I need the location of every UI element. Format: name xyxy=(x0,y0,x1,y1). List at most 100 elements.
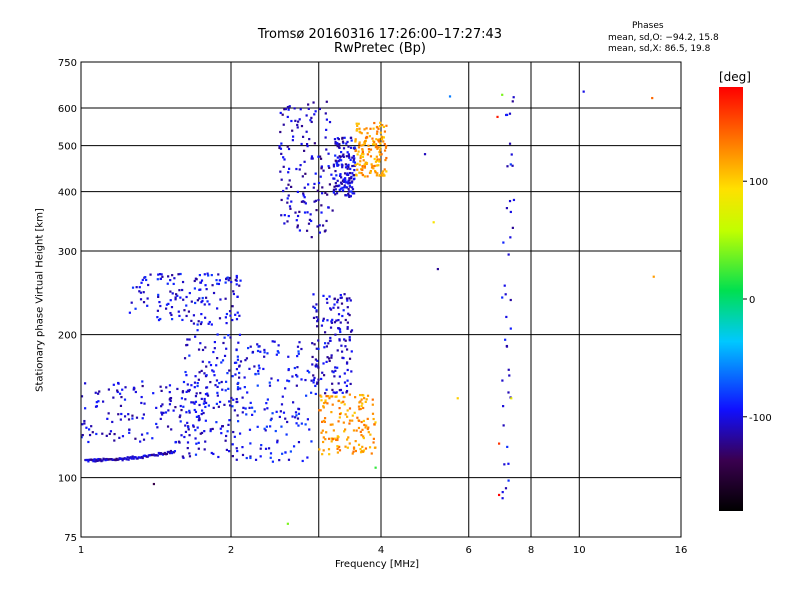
data-point xyxy=(130,301,133,304)
data-point xyxy=(339,293,342,297)
data-point xyxy=(275,410,278,413)
data-point xyxy=(295,414,298,417)
data-point xyxy=(363,142,367,145)
data-point xyxy=(358,419,361,422)
data-point xyxy=(146,304,149,307)
data-point xyxy=(313,376,316,380)
data-point xyxy=(139,440,142,443)
data-point xyxy=(511,226,514,229)
data-point xyxy=(196,299,199,302)
data-point xyxy=(289,450,292,453)
data-point xyxy=(212,291,216,295)
data-point xyxy=(355,129,359,132)
data-point xyxy=(108,432,111,436)
data-point xyxy=(343,178,346,181)
data-point xyxy=(213,374,216,377)
data-point xyxy=(113,432,116,436)
data-point xyxy=(98,390,101,393)
data-point xyxy=(256,343,259,346)
data-point xyxy=(158,300,161,304)
data-point xyxy=(204,296,208,299)
data-point xyxy=(335,438,338,442)
data-point xyxy=(355,122,358,125)
data-point xyxy=(337,327,341,330)
data-point xyxy=(326,402,329,405)
data-point xyxy=(327,437,331,440)
x-axis-label: Frequency [MHz] xyxy=(335,559,420,570)
data-point xyxy=(321,440,325,444)
data-point xyxy=(350,175,353,179)
data-point xyxy=(384,146,388,149)
data-point xyxy=(342,356,345,360)
data-point xyxy=(231,375,234,378)
data-point xyxy=(354,138,357,141)
data-point xyxy=(336,301,339,304)
data-point xyxy=(264,447,268,450)
data-point xyxy=(201,348,205,352)
data-point xyxy=(169,399,172,403)
data-point xyxy=(166,425,170,428)
data-point xyxy=(355,429,358,432)
data-point xyxy=(346,140,349,144)
data-point xyxy=(234,313,237,316)
phases-o-mode: mean, sd,O: −94.2, 15.8 xyxy=(608,33,719,43)
data-point xyxy=(362,143,365,146)
data-point xyxy=(200,409,204,412)
data-point xyxy=(372,167,375,170)
colorbar-tick-label: 100 xyxy=(749,177,768,188)
data-point xyxy=(297,350,300,353)
data-point xyxy=(374,446,377,449)
data-point xyxy=(281,452,284,455)
data-point xyxy=(232,292,236,296)
data-point xyxy=(363,140,367,143)
data-point xyxy=(188,411,191,414)
data-point xyxy=(325,219,328,223)
data-point xyxy=(199,432,202,435)
data-point xyxy=(284,417,287,420)
data-point xyxy=(190,300,193,303)
data-point xyxy=(383,149,387,152)
data-point xyxy=(282,156,285,159)
data-point xyxy=(311,363,314,366)
data-point xyxy=(160,411,163,414)
data-point xyxy=(357,426,361,430)
data-point xyxy=(346,321,349,324)
data-point xyxy=(336,349,339,352)
data-point xyxy=(336,366,339,369)
data-point xyxy=(303,186,306,189)
data-point xyxy=(507,253,510,256)
data-point xyxy=(362,153,365,156)
data-point xyxy=(321,420,324,423)
data-point xyxy=(184,424,187,427)
data-point xyxy=(236,295,239,298)
data-point xyxy=(321,429,324,432)
colorbar-unit: [deg] xyxy=(719,70,751,84)
data-point xyxy=(208,320,211,324)
data-point xyxy=(340,344,343,347)
data-point xyxy=(230,396,233,400)
data-point xyxy=(156,454,159,457)
data-point xyxy=(239,360,243,363)
data-point xyxy=(318,409,321,412)
data-point xyxy=(315,303,318,306)
data-point xyxy=(317,366,320,369)
data-point xyxy=(224,389,227,392)
data-point xyxy=(278,145,281,148)
data-point xyxy=(304,172,307,175)
data-point xyxy=(258,367,261,370)
data-point xyxy=(113,439,116,442)
data-point xyxy=(294,416,297,419)
data-point xyxy=(178,415,181,419)
data-point xyxy=(259,455,262,458)
data-point xyxy=(185,411,188,414)
data-point xyxy=(190,401,193,404)
data-point xyxy=(227,450,231,453)
data-point xyxy=(370,452,373,455)
data-point xyxy=(320,399,323,402)
data-point xyxy=(118,436,121,439)
data-point xyxy=(348,156,351,159)
data-point xyxy=(95,405,99,408)
data-point xyxy=(121,388,124,391)
data-point xyxy=(175,293,178,296)
data-point xyxy=(347,192,350,196)
